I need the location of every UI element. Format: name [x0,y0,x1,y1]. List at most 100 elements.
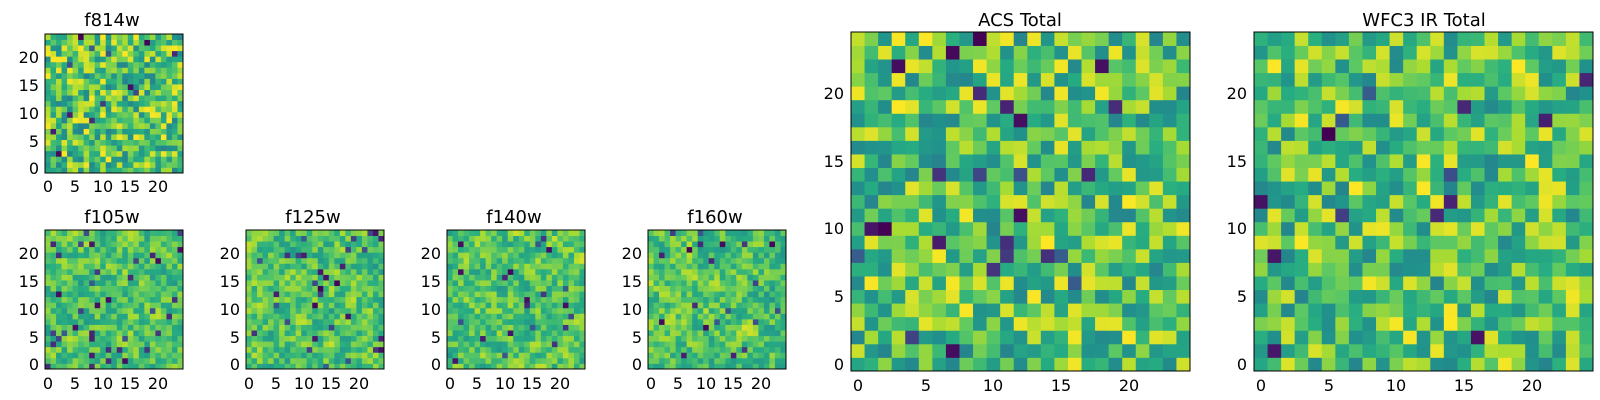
heatmap-cell [94,252,101,259]
heatmap-cell [747,307,754,314]
heatmap-cell [89,134,96,141]
heatmap-cell [45,145,51,152]
heatmap-cell [177,235,184,242]
heatmap-cell [367,241,374,248]
heatmap-cell [1267,154,1282,168]
heatmap-cell [105,313,112,320]
heatmap-cell [986,208,1001,223]
heatmap-cell [160,100,167,107]
heatmap-cell [171,285,178,292]
heatmap-cell [469,280,475,286]
heatmap-cell [61,106,68,113]
heatmap-cell [301,291,308,298]
heatmap-cell [703,230,710,236]
heatmap-cell [160,122,167,129]
heatmap-cell [50,346,57,353]
heatmap-cell [67,346,73,353]
heatmap-cell [1335,45,1350,60]
heatmap-cell [1067,45,1082,60]
heatmap-cell [945,316,960,331]
heatmap-cell [312,268,319,275]
heatmap-cell [752,285,759,292]
heatmap-cell [1054,59,1069,74]
heatmap-cell [1122,86,1137,101]
heatmap-cell [659,307,665,314]
heatmap-cell [323,241,330,248]
heatmap-cell [89,285,96,292]
heatmap-cell [546,257,553,264]
heatmap-cell [1321,235,1336,250]
heatmap-cell [89,128,96,135]
heatmap-cell [474,341,481,348]
heatmap-cell [1294,126,1309,141]
heatmap-cell [144,346,151,353]
heatmap-cell [155,78,162,85]
heatmap-cell [1108,86,1123,101]
heatmap-cell [350,241,357,248]
heatmap-cell [763,357,770,364]
heatmap-cell [133,117,140,124]
heatmap-cell [864,154,879,168]
x-tick-label: 15 [120,177,140,196]
heatmap-cell [502,285,509,292]
heatmap-cell [675,357,682,364]
x-tick-label: 5 [921,376,931,395]
heatmap-cell [177,280,184,286]
heatmap-cell [692,330,699,337]
heatmap-cell [105,84,112,90]
heatmap-cell [171,274,178,281]
heatmap-cell [133,34,140,40]
heatmap-cell [1376,99,1390,114]
heatmap-cell [1362,72,1377,87]
heatmap-cell [692,246,699,253]
heatmap-cell [83,291,90,298]
heatmap-cell [1308,248,1323,263]
heatmap-cell [89,45,96,52]
heatmap-cell [268,296,274,303]
heatmap-cell [1067,262,1082,277]
heatmap-cell [111,84,118,90]
heatmap-cell [155,167,162,174]
heatmap-cell [1054,330,1069,345]
heatmap-cell [1281,32,1296,46]
heatmap-cell [878,289,893,304]
heatmap-cell [127,296,134,303]
heatmap-cell [78,246,85,253]
heatmap-cell [780,285,787,292]
heatmap-cell [557,324,564,331]
heatmap-cell [138,145,145,152]
heatmap-cell [1362,86,1377,101]
heatmap-cell [1470,59,1485,74]
heatmap-cell [1552,316,1567,331]
heatmap-cell [1054,140,1069,155]
heatmap-cell [1067,32,1082,46]
heatmap-cell [551,235,558,242]
heatmap-cell [246,357,252,364]
heatmap-cell [295,307,302,314]
heatmap-cell [257,230,263,236]
heatmap-cell [1000,167,1015,182]
heatmap-cell [752,246,759,253]
heatmap-cell [67,235,73,242]
heatmap-cell [878,113,893,128]
heatmap-cell [284,313,291,320]
heatmap-cell [290,285,297,292]
heatmap-cell [1294,208,1309,223]
heatmap-cell [573,363,580,370]
heatmap-cell [1040,99,1055,114]
heatmap-cell [83,78,90,85]
heatmap-cell [1579,45,1594,60]
heatmap-cell [675,313,682,320]
heatmap-cell [659,341,665,348]
heatmap-cell [1525,59,1540,74]
heatmap-cell [334,313,341,320]
heatmap-cell [864,140,879,155]
heatmap-cell [138,78,145,85]
heatmap-cell [306,330,313,337]
heatmap-cell [1254,154,1268,168]
heatmap-cell [301,335,308,342]
heatmap-cell [1095,248,1110,263]
heatmap-cell [1054,262,1069,277]
heatmap-cell [306,285,313,292]
heatmap-cell [496,280,503,286]
